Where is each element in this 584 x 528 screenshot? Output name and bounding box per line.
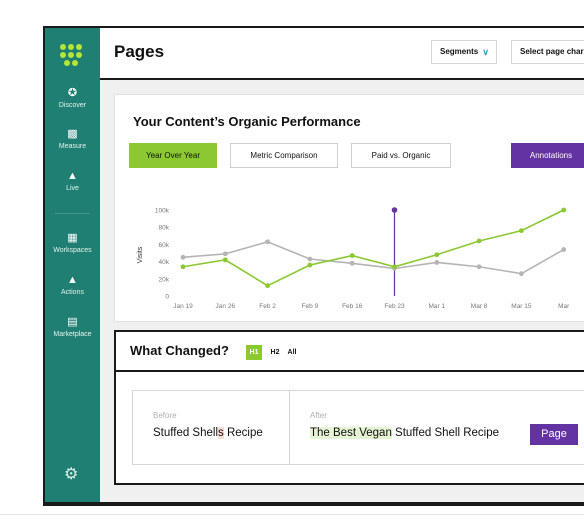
shapes-icon: ▲ — [67, 274, 78, 286]
added-highlight: The Best Vegan — [310, 427, 392, 439]
data-point — [392, 264, 397, 270]
data-point — [434, 252, 440, 258]
segments-dropdown[interactable]: Segments ∨ — [431, 40, 497, 64]
sidebar-item-actions[interactable]: ▲ Actions — [45, 274, 100, 296]
segments-label: Segments — [440, 47, 479, 56]
sidebar-item-label: Workspaces — [53, 247, 92, 254]
select-page-chart-dropdown[interactable]: Select page char — [511, 40, 584, 64]
sidebar-item-label: Actions — [61, 289, 84, 296]
y-axis-label: Visits — [137, 246, 144, 263]
sidebar-item-marketplace[interactable]: ▤ Marketplace — [45, 316, 100, 338]
store-icon: ▤ — [67, 316, 78, 328]
data-point — [180, 254, 186, 260]
sidebar-item-label: Live — [66, 185, 79, 192]
x-tick-label: Feb 23 — [384, 303, 405, 310]
what-changed-title: What Changed? — [130, 343, 229, 358]
sidebar-item-live[interactable]: ▲ Live — [45, 170, 100, 192]
data-point — [476, 238, 482, 244]
sidebar-item-label: Measure — [58, 143, 87, 150]
tab-h2[interactable]: H2 — [270, 349, 280, 356]
x-tick-label: Mar — [558, 303, 570, 310]
sidebar-item-label: Marketplace — [53, 331, 92, 338]
before-text: Stuffed Shells Recipe — [153, 427, 263, 439]
gear-icon[interactable]: ⚙ — [64, 466, 79, 483]
x-tick-label: Feb 2 — [259, 303, 276, 310]
data-point — [519, 228, 524, 234]
chevron-down-icon: ∨ — [482, 47, 489, 57]
y-tick-label: 0 — [165, 294, 169, 301]
sidebar-item-label: Discover — [58, 102, 87, 109]
main-content: Pages Segments ∨ Select page char Your C… — [100, 28, 584, 502]
x-tick-label: Mar 1 — [428, 303, 445, 310]
select-label: Select page char — [520, 47, 584, 56]
page-tag-button[interactable]: Page — [530, 424, 578, 445]
data-point — [265, 283, 270, 289]
tab-paid-vs-organic[interactable]: Paid vs. Organic — [351, 143, 451, 168]
app-logo[interactable] — [60, 44, 86, 70]
data-point — [349, 253, 355, 258]
data-point — [307, 262, 313, 268]
data-point — [476, 264, 482, 270]
footer-divider — [0, 514, 584, 515]
x-tick-label: Jan 19 — [173, 303, 193, 310]
tab-h1[interactable]: H1 — [246, 345, 262, 360]
series-line — [182, 209, 565, 287]
data-point — [222, 251, 228, 257]
before-after-panel: Before Stuffed Shells Recipe After The B… — [132, 390, 584, 465]
data-point — [222, 257, 228, 263]
x-tick-label: Mar 8 — [471, 303, 488, 310]
grid-icon: ▦ — [67, 232, 78, 244]
page-title: Pages — [114, 42, 165, 61]
y-tick-label: 60k — [159, 242, 170, 249]
before-text-end: Recipe — [223, 427, 263, 439]
sidebar-item-workspaces[interactable]: ▦ Workspaces — [45, 232, 100, 254]
performance-title: Your Content’s Organic Performance — [133, 114, 361, 129]
y-tick-label: 80k — [159, 225, 170, 232]
performance-line-chart: Visits 0 20k 40k 60k 80k 100k Jan 19 Jan 26 Feb 2… — [137, 207, 570, 310]
data-point — [307, 256, 313, 262]
data-point — [561, 207, 567, 213]
what-changed-card: What Changed? H1 H2 All Before Stuffed S… — [114, 330, 584, 485]
before-label: Before — [153, 411, 177, 420]
data-point — [561, 247, 567, 252]
series-line — [182, 240, 565, 275]
data-point — [434, 260, 440, 265]
removed-highlight: s — [218, 427, 224, 439]
annotation-marker — [391, 207, 398, 213]
y-tick-label: 100k — [155, 208, 170, 215]
panel-divider — [289, 391, 290, 464]
tab-year-over-year[interactable]: Year Over Year — [129, 143, 217, 168]
sidebar: ✪ Discover ▩ Measure ▲ Live ▦ Workspaces… — [45, 28, 100, 502]
x-tick-label: Jan 26 — [216, 303, 236, 310]
sidebar-item-measure[interactable]: ▩ Measure — [45, 128, 100, 150]
bar-chart-icon: ▩ — [67, 128, 78, 140]
x-tick-label: Feb 9 — [302, 303, 319, 310]
x-tick-label: Feb 16 — [342, 303, 363, 310]
what-changed-header: What Changed? H1 H2 All — [116, 332, 584, 372]
performance-card: Your Content’s Organic Performance Year … — [114, 94, 584, 322]
data-point — [349, 260, 355, 266]
data-point — [180, 264, 186, 270]
data-point — [519, 271, 524, 277]
sidebar-item-discover[interactable]: ✪ Discover — [45, 87, 100, 109]
x-tick-label: Mar 15 — [511, 303, 532, 310]
data-point — [265, 239, 270, 245]
y-tick-label: 40k — [159, 259, 170, 266]
after-label: After — [310, 411, 327, 420]
tab-all[interactable]: All — [287, 349, 297, 356]
sidebar-divider — [55, 213, 90, 214]
compass-icon: ✪ — [67, 87, 78, 99]
y-tick-label: 20k — [159, 276, 170, 283]
tab-metric-comparison[interactable]: Metric Comparison — [230, 143, 338, 168]
top-bar: Pages Segments ∨ Select page char — [100, 28, 584, 80]
after-text-rest: Stuffed Shell Recipe — [391, 427, 500, 439]
before-text-main: Stuffed Shell — [153, 427, 219, 439]
annotations-button[interactable]: Annotations — [511, 143, 584, 168]
flask-icon: ▲ — [67, 170, 78, 182]
after-text: The Best Vegan Stuffed Shell Recipe — [310, 427, 499, 439]
